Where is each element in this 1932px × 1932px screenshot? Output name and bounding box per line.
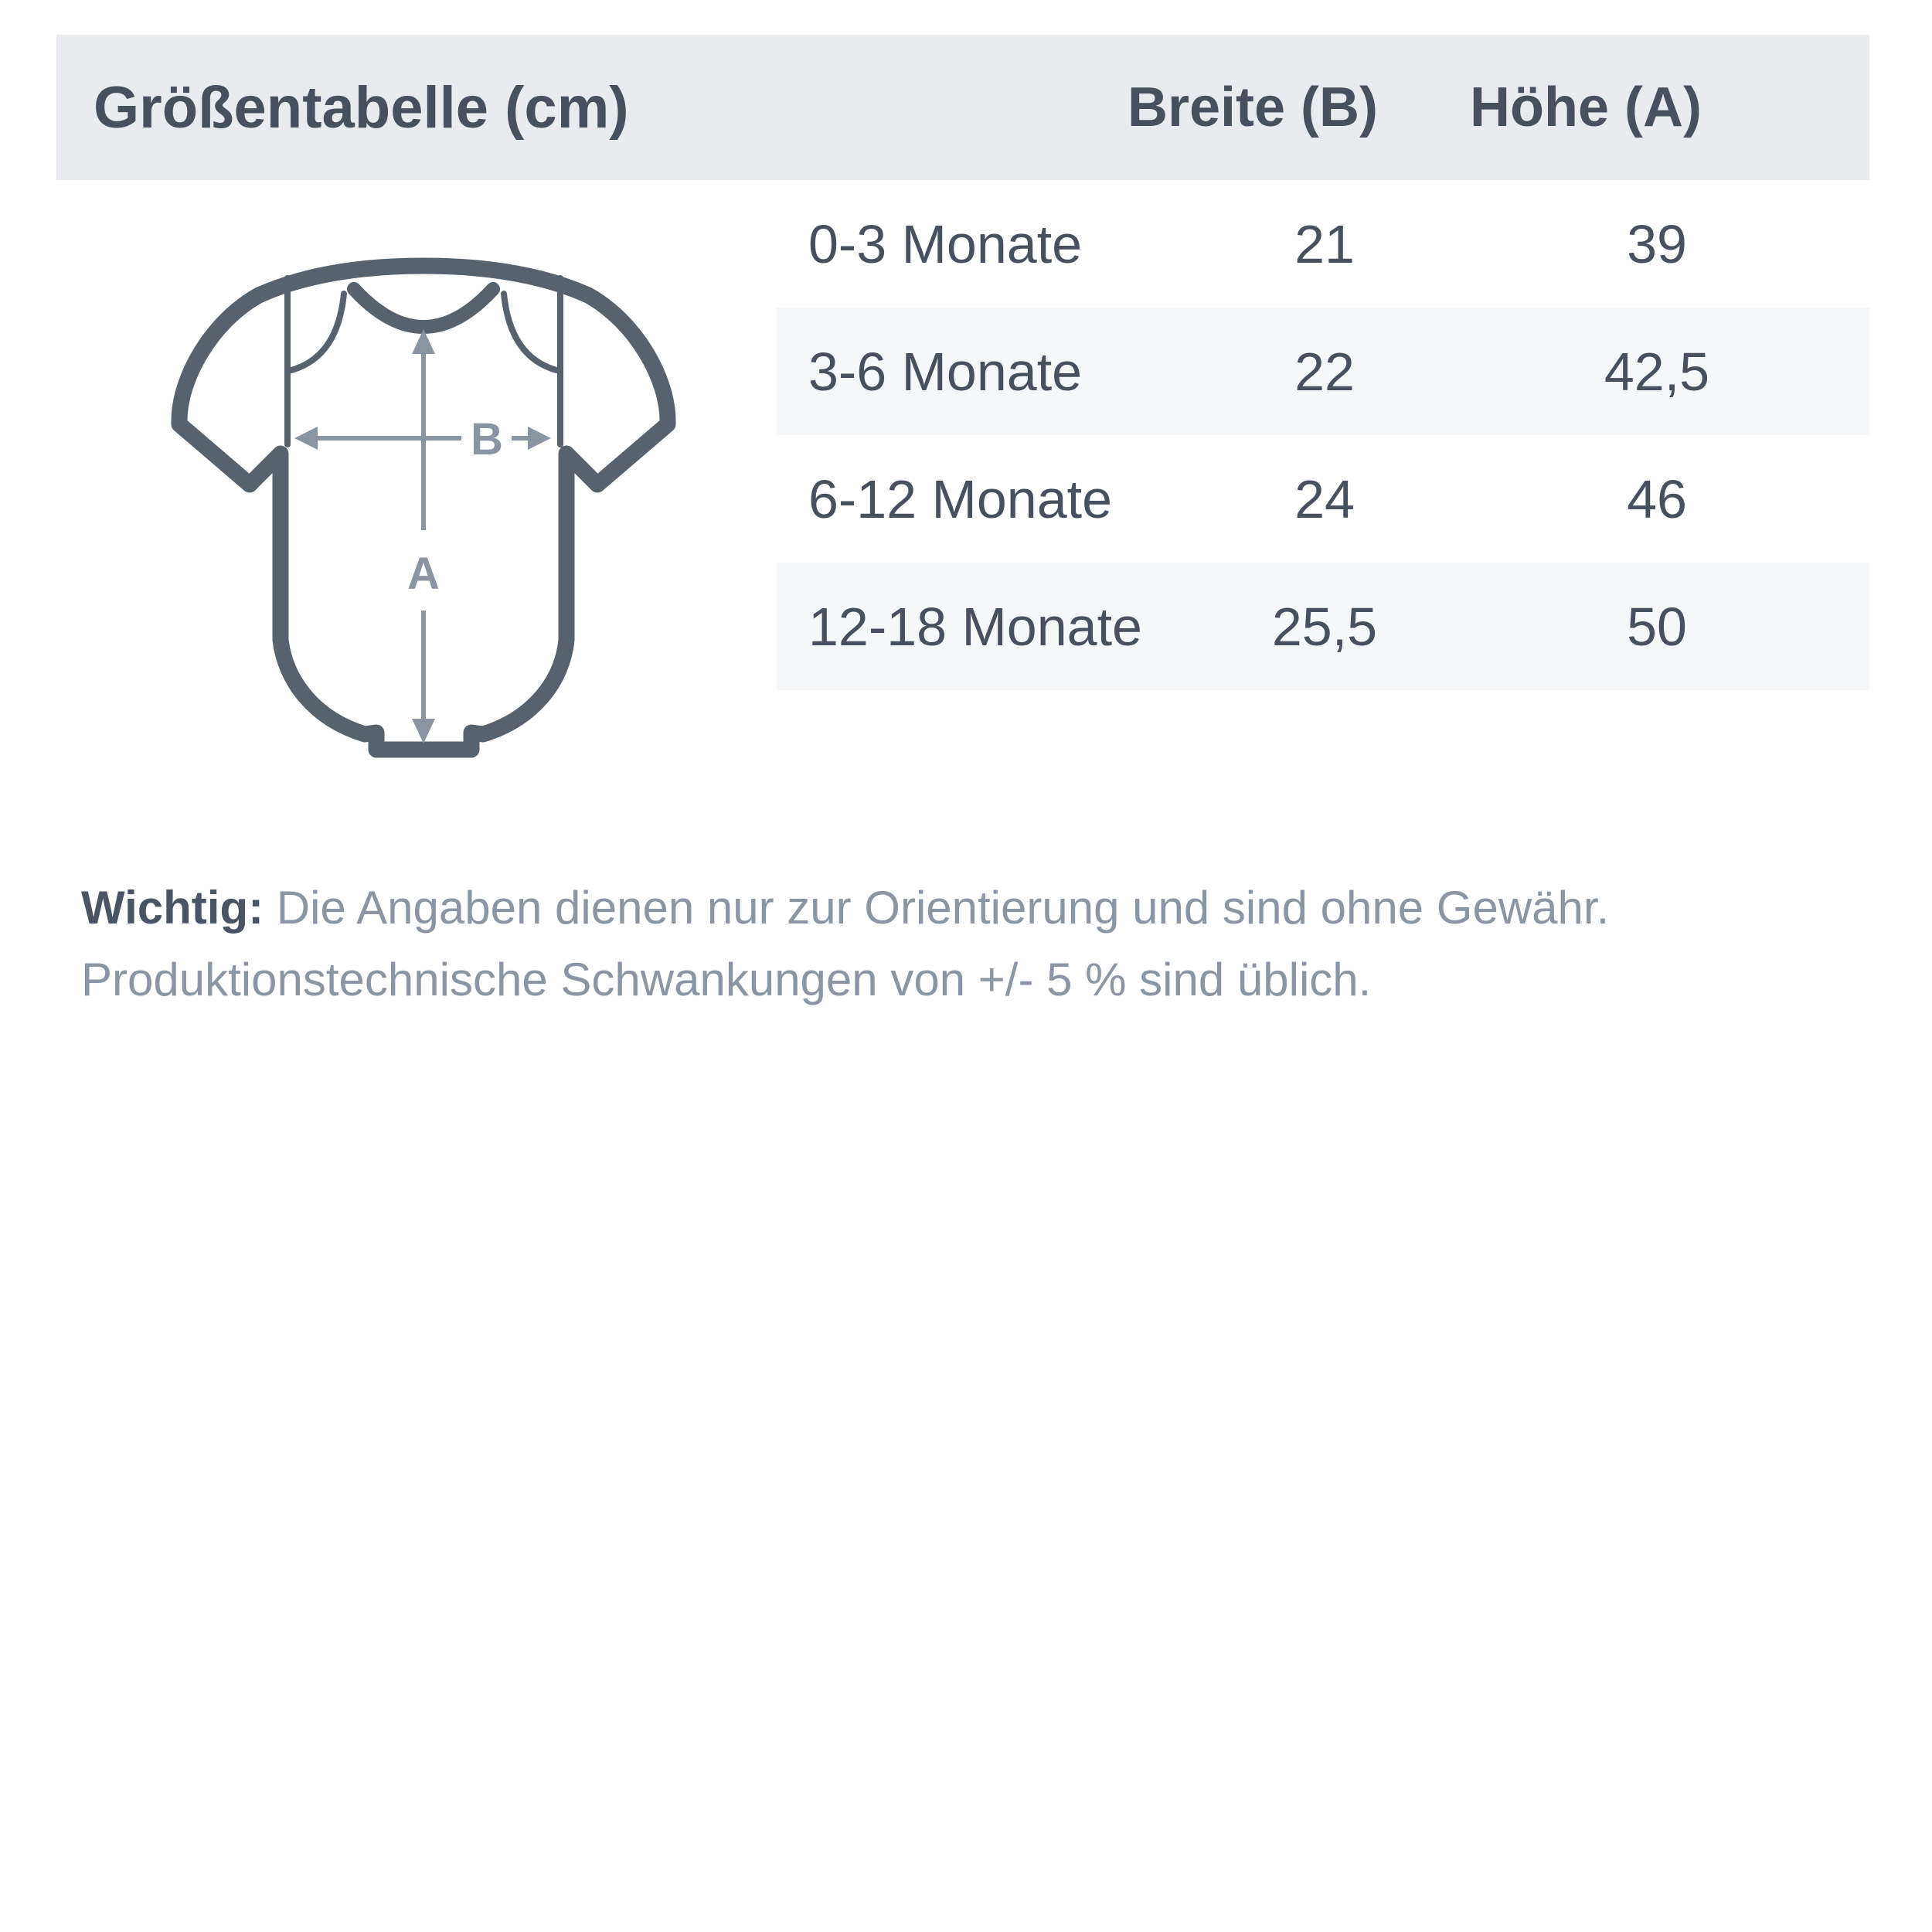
column-header-hoehe: Höhe (A) — [1470, 77, 1702, 138]
left-shoulder-fold — [288, 291, 347, 373]
width-arrow: B — [294, 414, 551, 464]
row-label: 6-12 Monate — [808, 468, 1113, 529]
size-table-body: 0-3 Monate 21 39 3-6 Monate 22 42,5 6-12… — [56, 180, 1869, 690]
cell-hoehe: 39 — [1627, 213, 1687, 274]
cell-breite: 25,5 — [1271, 596, 1378, 657]
column-header-breite: Breite (B) — [1127, 77, 1379, 138]
cell-hoehe: 50 — [1627, 596, 1687, 657]
bodysuit-outline-shape — [171, 257, 676, 758]
disclaimer-note: Wichtig: Die Angaben dienen nur zur Orie… — [81, 872, 1882, 1015]
right-shoulder-fold — [501, 291, 560, 373]
cell-hoehe: 46 — [1627, 468, 1687, 529]
note-line2: Produktionstechnische Schwankungen von +… — [81, 954, 1372, 1005]
row-label: 12-18 Monate — [808, 596, 1142, 657]
arrow-down-icon — [412, 719, 435, 743]
neckline-arc — [347, 282, 500, 334]
row-label: 3-6 Monate — [808, 341, 1083, 402]
arrow-left-icon — [294, 427, 318, 450]
height-label: A — [407, 549, 440, 599]
table-row: 12-18 Monate 25,5 50 — [56, 563, 1869, 690]
table-row: 3-6 Monate 22 42,5 — [56, 308, 1869, 435]
row-stripe — [777, 308, 1869, 435]
cell-breite: 22 — [1294, 341, 1355, 402]
arrow-right-icon — [528, 427, 551, 450]
row-label: 0-3 Monate — [808, 213, 1083, 274]
table-header-band: Größentabelle (cm) Breite (B) Höhe (A) — [56, 35, 1869, 180]
note-emphasis: Wichtig: — [81, 882, 264, 934]
arrow-up-icon — [412, 329, 435, 354]
cell-breite: 24 — [1294, 468, 1355, 529]
page-title: Größentabelle (cm) — [94, 74, 629, 141]
cell-hoehe: 42,5 — [1604, 341, 1710, 402]
note-line1: Die Angaben dienen nur zur Orientierung … — [264, 882, 1610, 934]
cell-breite: 21 — [1294, 213, 1355, 274]
table-row: 0-3 Monate 21 39 — [56, 180, 1869, 308]
width-label: B — [471, 414, 503, 464]
table-row: 6-12 Monate 24 46 — [56, 435, 1869, 563]
baby-bodysuit-diagram: A B — [171, 257, 676, 758]
row-stripe — [777, 563, 1869, 690]
height-arrow: A — [407, 329, 440, 743]
